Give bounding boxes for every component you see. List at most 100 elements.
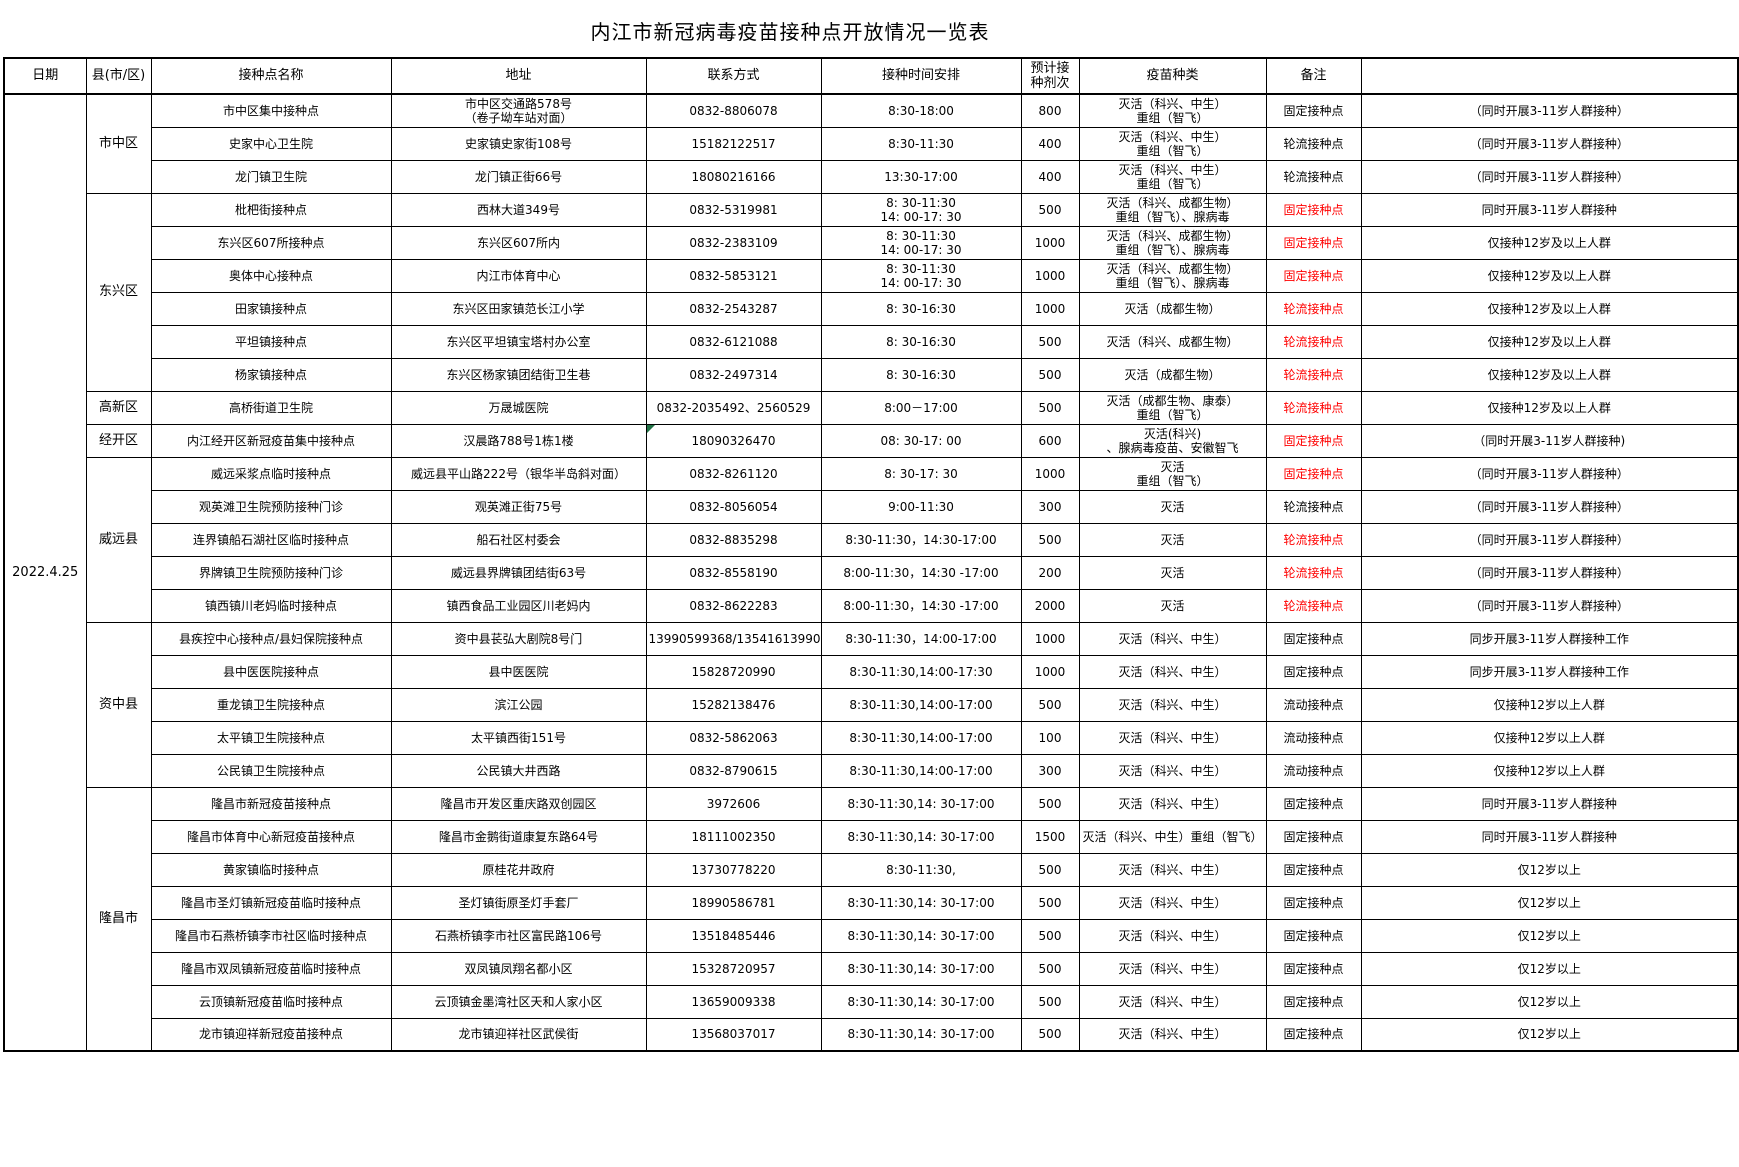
remark-cell-text: 流动接种点 (1283, 730, 1344, 745)
vaccine-cell-text: 重组（智飞） (1136, 176, 1209, 191)
doses-cell: 500 (1020, 786, 1080, 821)
contact-cell: 0832-2497314 (645, 357, 822, 392)
contact-cell: 0832-8806078 (645, 93, 822, 128)
note-cell-text: 仅接种12岁以上人群 (1493, 730, 1605, 745)
time-cell: 8:30-11:30,14: 30-17:00 (820, 951, 1022, 986)
time-cell-text: 8:30-11:30，14:00-17:00 (845, 631, 997, 646)
time-cell: 8:30-11:30,14: 30-17:00 (820, 885, 1022, 920)
vaccine-cell: 灭活（科兴、中生） (1078, 753, 1267, 788)
address-cell: 龙门镇正街66号 (390, 159, 647, 194)
time-cell-text: 8:30-11:30,14: 30-17:00 (847, 1027, 995, 1042)
contact-cell-text: 0832-5853121 (689, 268, 778, 283)
vaccine-cell: 灭活 重组（智飞） (1078, 456, 1267, 491)
contact-cell: 13568037017 (645, 1017, 822, 1052)
remark-cell-text: 轮流接种点 (1283, 532, 1344, 547)
site-name-cell-text: 平坦镇接种点 (234, 334, 307, 349)
note-cell-text: 仅接种12岁及以上人群 (1487, 235, 1611, 250)
vaccine-cell-text: 重组（智飞）、腺病毒 (1115, 209, 1230, 224)
site-name-cell-text: 云顶镇新冠疫苗临时接种点 (198, 994, 343, 1009)
site-name-cell: 东兴区607所接种点 (150, 225, 392, 260)
vaccine-cell-text: 灭活（科兴、中生） (1118, 129, 1227, 144)
district-cell-text: 威远县 (98, 531, 138, 547)
doses-cell: 200 (1020, 555, 1080, 590)
address-cell-text: 东兴区杨家镇团结街卫生巷 (446, 367, 591, 382)
contact-cell-text: 0832-8558190 (689, 565, 778, 580)
time-cell-text: 8:30-11:30,14:00-17:30 (849, 664, 993, 679)
time-cell: 8:30-11:30,14:00-17:00 (820, 720, 1022, 755)
contact-cell-text: 15182122517 (691, 136, 776, 151)
site-name-cell: 公民镇卫生院接种点 (150, 753, 392, 788)
page-title: 内江市新冠病毒疫苗接种点开放情况一览表 (590, 20, 990, 44)
note-cell: 仅接种12岁及以上人群 (1360, 258, 1739, 293)
site-name-cell: 杨家镇接种点 (150, 357, 392, 392)
doses-cell: 400 (1020, 159, 1080, 194)
district-cell-text: 资中县 (98, 696, 138, 712)
vaccine-cell-text: 灭活（科兴、中生） (1118, 730, 1227, 745)
doses-cell: 500 (1020, 918, 1080, 953)
doses-cell-text: 500 (1038, 202, 1062, 217)
vaccine-cell: 灭活（科兴、中生） (1078, 951, 1267, 986)
vaccine-cell-text: 灭活 (1160, 565, 1185, 580)
contact-cell: 13659009338 (645, 984, 822, 1019)
address-cell-text: （卷子坳车站对面） (464, 110, 573, 125)
contact-cell: 13990599368/13541613990 (645, 621, 822, 656)
site-name-cell-text: 杨家镇接种点 (234, 367, 307, 382)
contact-cell-text: 0832-5862063 (689, 730, 778, 745)
vaccine-cell: 灭活（科兴、中生） (1078, 687, 1267, 722)
doses-cell: 600 (1020, 423, 1080, 458)
time-cell-text: 14: 00-17: 30 (880, 209, 962, 224)
doses-cell-text: 500 (1038, 796, 1062, 811)
contact-cell-text: 13730778220 (691, 862, 776, 877)
table-row: 威远县 威远采浆点临时接种点 威远县平山路222号（银华半岛斜对面） 0832-826… (4, 456, 1739, 623)
district-cell-text: 经开区 (98, 432, 138, 448)
note-cell: 同步开展3-11岁人群接种工作 (1360, 654, 1739, 689)
doses-cell: 1000 (1020, 258, 1080, 293)
address-cell: 市中区交通路578号 （卷子坳车站对面） (390, 93, 647, 128)
remark-cell: 轮流接种点 (1265, 324, 1362, 359)
site-name-cell-text: 太平镇卫生院接种点 (216, 730, 325, 745)
address-cell: 观英滩正街75号 (390, 489, 647, 524)
site-name-cell: 市中区集中接种点 (150, 93, 392, 128)
address-cell-text: 圣灯镇街原圣灯手套厂 (458, 895, 579, 910)
doses-cell-text: 1000 (1034, 466, 1066, 481)
address-cell-text: 资中县苌弘大剧院8号门 (454, 631, 583, 646)
time-cell-text: 8:30-11:30,14: 30-17:00 (847, 928, 995, 943)
site-name-cell-text: 隆昌市石燕桥镇李市社区临时接种点 (174, 928, 367, 943)
table-row: 县中医医院接种点 县中医医院 15828720990 8:30-11:30,14:00… (4, 654, 1739, 689)
col-header-doses: 预计接种剂次 (1020, 57, 1080, 95)
address-cell: 隆昌市开发区重庆路双创园区 (390, 786, 647, 821)
date-cell-text: 2022.4.25 (12, 564, 79, 580)
table-row: 连界镇船石湖社区临时接种点 船石社区村委会 0832-8835298 8:30-11:… (4, 522, 1739, 557)
address-cell: 万晟城医院 (390, 390, 647, 425)
remark-cell: 固定接种点 (1265, 1017, 1362, 1052)
site-name-cell-text: 隆昌市圣灯镇新冠疫苗临时接种点 (180, 895, 361, 910)
note-cell-text: 仅12岁以上 (1517, 1027, 1581, 1042)
site-name-cell: 龙门镇卫生院 (150, 159, 392, 194)
contact-cell: 13730778220 (645, 852, 822, 887)
vaccine-cell: 灭活（科兴、中生） (1078, 984, 1267, 1019)
doses-cell: 1000 (1020, 621, 1080, 656)
site-name-cell-text: 奥体中心接种点 (228, 268, 313, 283)
vaccine-cell: 灭活（成都生物、康泰） 重组（智飞） (1078, 390, 1267, 425)
col-header-doses-text: 预计接种剂次 (1030, 61, 1070, 91)
site-name-cell: 隆昌市石燕桥镇李市社区临时接种点 (150, 918, 392, 953)
contact-cell-text: 3972606 (706, 796, 761, 811)
address-cell-text: 双凤镇凤翔名都小区 (464, 961, 573, 976)
note-cell-text: 同时开展3-11岁人群接种 (1481, 829, 1617, 844)
doses-cell-text: 400 (1038, 169, 1062, 184)
note-cell: （同时开展3-11岁人群接种） (1360, 456, 1739, 491)
note-cell: 同时开展3-11岁人群接种 (1360, 192, 1739, 227)
col-header-address: 地址 (390, 57, 647, 95)
doses-cell-text: 500 (1038, 532, 1062, 547)
district-cell: 隆昌市 (85, 786, 152, 1052)
vaccine-cell-text: 灭活（科兴、中生） (1118, 763, 1227, 778)
remark-cell: 轮流接种点 (1265, 390, 1362, 425)
site-name-cell-text: 市中区集中接种点 (222, 103, 319, 118)
remark-cell: 固定接种点 (1265, 192, 1362, 227)
address-cell-text: 云顶镇金墨湾社区天和人家小区 (434, 994, 603, 1009)
remark-cell: 固定接种点 (1265, 852, 1362, 887)
time-cell-text: 14: 00-17: 30 (880, 242, 962, 257)
doses-cell-text: 500 (1038, 994, 1062, 1009)
doses-cell-text: 500 (1038, 928, 1062, 943)
time-cell-text: 8:30-11:30,14: 30-17:00 (847, 994, 995, 1009)
